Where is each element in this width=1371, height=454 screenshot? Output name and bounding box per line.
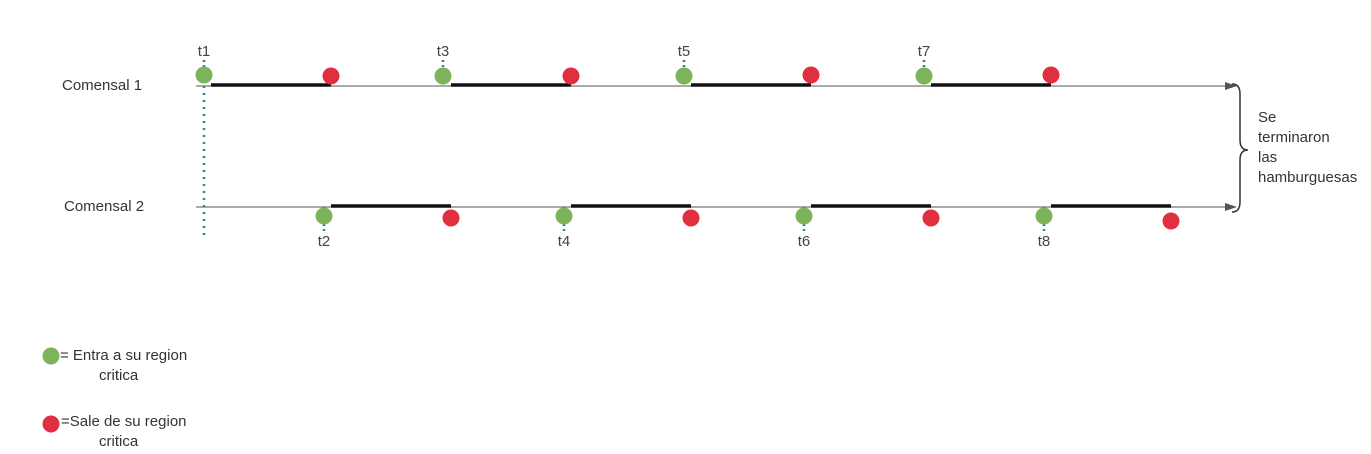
enter-dot <box>915 67 933 85</box>
curly-brace <box>1231 83 1249 213</box>
legend: = Entra a su region critica =Sale de su … <box>42 347 187 450</box>
enter-dot <box>795 207 813 225</box>
enter-dot <box>434 67 452 85</box>
exit-dot <box>1162 212 1180 230</box>
exit-dot <box>802 66 820 84</box>
event-t8: t8 <box>1035 204 1180 250</box>
event-label-t5: t5 <box>678 43 691 60</box>
legend-enter-line-1: = Entra a su region <box>60 347 187 364</box>
brace-note-line-1: Se <box>1258 109 1276 126</box>
event-t4: t4 <box>555 204 700 250</box>
legend-enter-dot <box>42 347 60 365</box>
enter-dot <box>315 207 333 225</box>
exit-dot <box>1042 66 1060 84</box>
event-label-t8: t8 <box>1038 233 1051 250</box>
exit-dot <box>562 67 580 85</box>
event-label-t4: t4 <box>558 233 571 250</box>
brace-note-line-3: las <box>1258 149 1277 166</box>
brace-note-line-4: hamburguesas <box>1258 169 1357 186</box>
enter-dot <box>555 207 573 225</box>
exit-dot <box>322 67 340 85</box>
exit-dot <box>682 209 700 227</box>
event-t5: t5 <box>675 43 820 87</box>
legend-exit-dot <box>42 415 60 433</box>
exit-dot <box>922 209 940 227</box>
enter-dot <box>195 66 213 84</box>
legend-exit-line-2: critica <box>99 433 139 450</box>
event-t1: t1 <box>195 43 340 87</box>
enter-dot <box>1035 207 1053 225</box>
event-t2: t2 <box>315 204 460 250</box>
event-label-t3: t3 <box>437 43 450 60</box>
row-1-events: t1 t3 t5 t7 <box>195 43 1060 87</box>
row-label-comensal-2: Comensal 2 <box>64 198 144 215</box>
event-label-t1: t1 <box>198 43 211 60</box>
legend-enter-line-2: critica <box>99 367 139 384</box>
event-t3: t3 <box>434 43 580 87</box>
row-2-events: t2 t4 t6 t8 <box>315 204 1180 250</box>
exit-dot <box>442 209 460 227</box>
event-label-t7: t7 <box>918 43 931 60</box>
event-t6: t6 <box>795 204 940 250</box>
legend-exit-line-1: =Sale de su region <box>61 413 187 430</box>
brace-note-line-2: terminaron <box>1258 129 1330 146</box>
event-label-t6: t6 <box>798 233 811 250</box>
event-label-t2: t2 <box>318 233 331 250</box>
event-t7: t7 <box>915 43 1060 87</box>
row-label-comensal-1: Comensal 1 <box>62 77 142 94</box>
enter-dot <box>675 67 693 85</box>
